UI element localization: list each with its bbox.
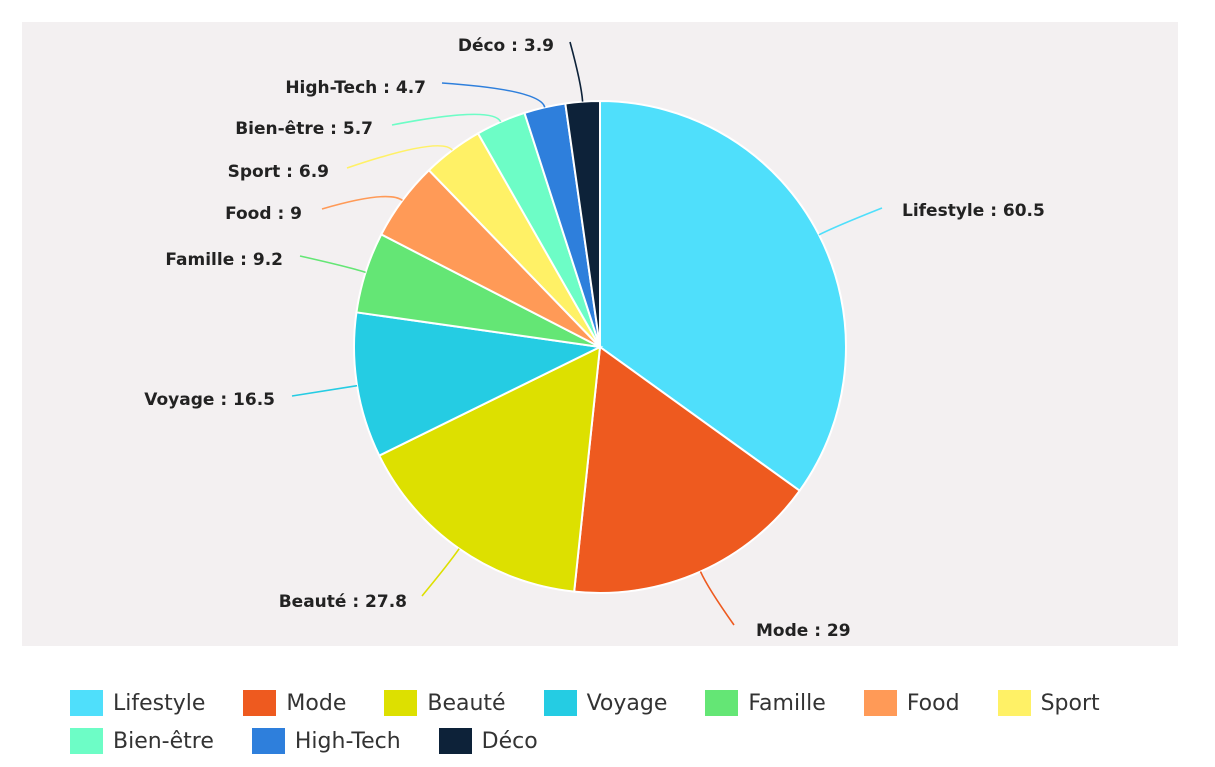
data-label: Déco : 3.9: [458, 36, 554, 56]
data-label: Voyage : 16.5: [144, 390, 275, 410]
legend-swatch: [997, 690, 1031, 716]
connector-line: [291, 384, 358, 397]
legend-swatch: [243, 690, 277, 716]
legend-item[interactable]: Sport: [997, 690, 1100, 716]
legend-item[interactable]: Food: [863, 690, 960, 716]
connector-line: [818, 207, 883, 236]
legend-row: Lifestyle Mode Beauté Voyage Famille Food Spor…: [70, 684, 1190, 722]
pie-chart: Lifestyle : 60.5 Mode : 29 Beauté : 27.8 Vo…: [144, 36, 1045, 641]
data-label: Sport : 6.9: [228, 162, 329, 182]
connector-line: [441, 82, 546, 108]
legend-label: Bien-être: [113, 728, 214, 754]
legend-swatch: [438, 728, 472, 754]
legend-swatch: [863, 690, 897, 716]
legend-swatch: [705, 690, 739, 716]
legend-swatch: [251, 728, 285, 754]
legend-row: Bien-être High-Tech Déco: [70, 722, 1190, 760]
legend-item[interactable]: Lifestyle: [70, 690, 205, 716]
data-label: Lifestyle : 60.5: [902, 201, 1045, 221]
pie-slice-beaut-[interactable]: [377, 345, 602, 593]
legend-item[interactable]: High-Tech: [251, 728, 401, 754]
legend-swatch: [70, 728, 103, 754]
legend-item[interactable]: Voyage: [543, 690, 668, 716]
data-label: Famille : 9.2: [165, 250, 283, 270]
connector-line: [346, 145, 453, 169]
data-label: Bien-être : 5.7: [235, 119, 373, 139]
chart-legend: Lifestyle Mode Beauté Voyage Famille Food Spor…: [70, 684, 1190, 760]
data-label: Food : 9: [225, 204, 302, 224]
legend-item[interactable]: Déco: [438, 728, 538, 754]
legend-label: Famille: [748, 690, 826, 716]
pie-slice-d-co[interactable]: [564, 99, 601, 348]
legend-item[interactable]: Famille: [705, 690, 826, 716]
legend-label: Beauté: [427, 690, 506, 716]
data-label: Beauté : 27.8: [279, 592, 407, 612]
legend-label: Mode: [286, 690, 347, 716]
legend-item[interactable]: Bien-être: [70, 728, 214, 754]
connector-line: [421, 548, 460, 597]
connector-line: [699, 571, 735, 626]
legend-label: Déco: [481, 728, 538, 754]
legend-item[interactable]: Beauté: [384, 690, 506, 716]
connector-line: [569, 41, 584, 102]
connector-line: [391, 113, 502, 126]
legend-label: High-Tech: [294, 728, 401, 754]
legend-label: Voyage: [586, 690, 668, 716]
connector-line: [321, 195, 403, 210]
legend-label: Sport: [1040, 690, 1100, 716]
legend-swatch: [384, 690, 418, 716]
legend-swatch: [543, 690, 577, 716]
pie-slice-lifestyle[interactable]: [599, 99, 847, 493]
legend-label: Lifestyle: [113, 690, 206, 716]
data-label: Mode : 29: [756, 621, 851, 641]
chart-plot-area: Lifestyle : 60.5 Mode : 29 Beauté : 27.8 Vo…: [22, 22, 1178, 646]
legend-swatch: [70, 690, 103, 716]
data-label: High-Tech : 4.7: [285, 78, 426, 98]
connector-line: [299, 255, 366, 274]
legend-label: Food: [906, 690, 960, 716]
legend-item[interactable]: Mode: [243, 690, 346, 716]
